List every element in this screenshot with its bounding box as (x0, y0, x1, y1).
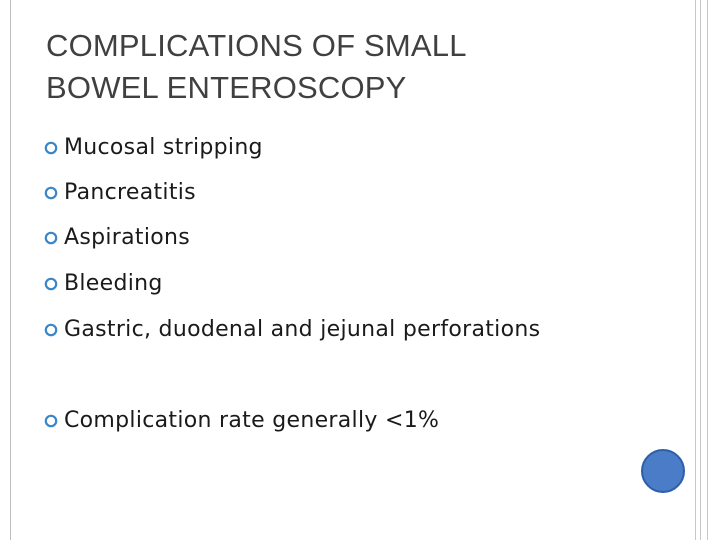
right-border-line (695, 0, 696, 540)
ring-bullet-icon (44, 141, 58, 155)
bullet-text: Complication rate generally <1% (64, 408, 440, 433)
bullet-item: Pancreatitis (44, 179, 196, 207)
right-border-line (707, 0, 708, 540)
bullet-text: Gastric, duodenal and jejunal perforatio… (64, 317, 541, 342)
bullet-text: Pancreatitis (64, 180, 196, 205)
bullet-text: Aspirations (64, 225, 191, 250)
ring-bullet-icon (44, 231, 58, 245)
decorative-circle (641, 449, 685, 493)
bullet-item: Aspirations (44, 224, 190, 252)
bullet-item: Complication rate generally <1% (44, 407, 439, 435)
ring-bullet-icon (44, 186, 58, 200)
right-border-line (700, 0, 701, 540)
ring-bullet-icon (44, 277, 58, 291)
bullet-item: Gastric, duodenal and jejunal perforatio… (44, 316, 540, 344)
bullet-text: Mucosal stripping (64, 135, 263, 160)
ring-bullet-icon (44, 414, 58, 428)
left-border-line (10, 0, 11, 540)
title-line: BOWEL ENTEROSCOPY (46, 70, 407, 105)
bullet-item: Mucosal stripping (44, 134, 263, 162)
title-line: COMPLICATIONS OF SMALL (46, 28, 467, 63)
bullet-item: Bleeding (44, 270, 163, 298)
bullet-text: Bleeding (64, 271, 163, 296)
slide-title: COMPLICATIONS OF SMALL BOWEL ENTEROSCOPY (46, 25, 666, 109)
ring-bullet-icon (44, 323, 58, 337)
